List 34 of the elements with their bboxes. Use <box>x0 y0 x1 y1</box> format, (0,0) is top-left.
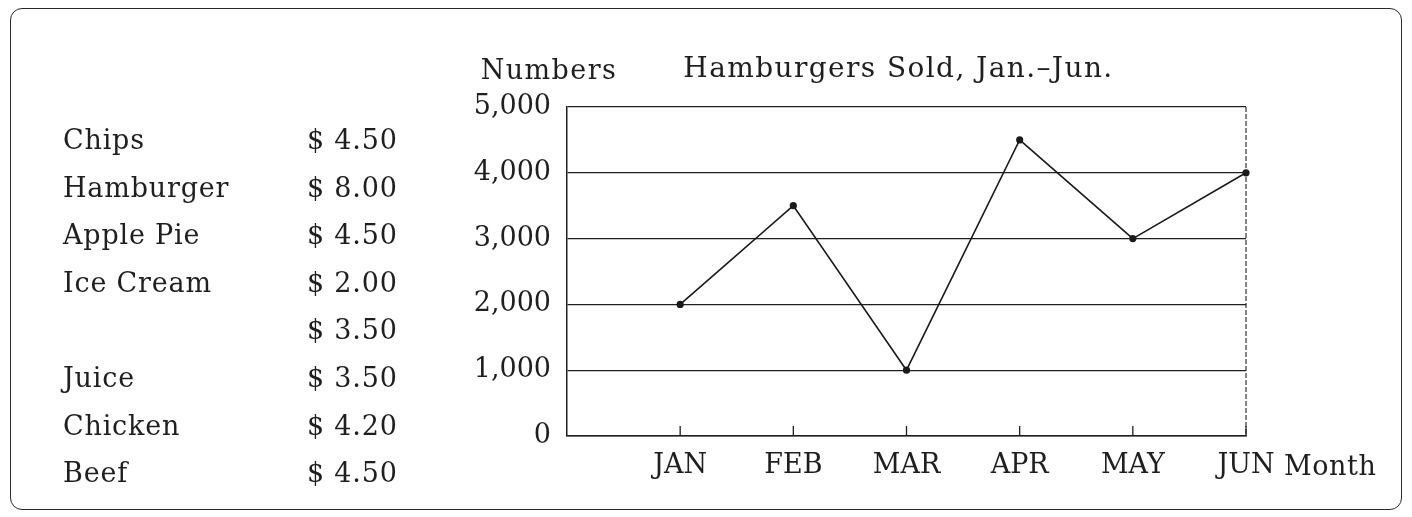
x-tick-label: FEB <box>764 448 823 480</box>
x-tick-label: APR <box>989 448 1050 480</box>
y-tick-label: 3,000 <box>473 220 551 252</box>
text: $ 4.50 <box>307 124 398 155</box>
category-label: Ice Cream <box>63 265 212 300</box>
text: $ 4.50 <box>307 219 398 251</box>
category-label: Chicken <box>63 408 181 443</box>
text: $ 8.00 <box>307 171 398 203</box>
y-tick-label: 2,000 <box>473 286 551 318</box>
chart-title: Hamburgers Sold, Jan.–Jun. <box>683 51 1114 84</box>
text: $ 3.50 <box>307 361 398 393</box>
point <box>1016 136 1024 144</box>
category-label: Beef <box>63 456 128 491</box>
text: $ 4.50 <box>307 457 398 489</box>
text: $ 2.00 <box>307 266 398 298</box>
y-tick-label: 4,000 <box>473 154 551 186</box>
y-tick-label: 5,000 <box>473 89 551 121</box>
category-label: Hamburger <box>63 170 230 205</box>
point <box>1129 235 1137 243</box>
x-tick-label: JAN <box>650 448 708 480</box>
y-tick-label: 1,000 <box>473 352 551 384</box>
y-tick-label: 0 <box>533 418 551 450</box>
x-tick-label: MAY <box>1100 448 1166 480</box>
point <box>676 300 684 308</box>
x-tick-label: MAR <box>872 448 941 480</box>
category-label: Chips <box>63 123 145 157</box>
point <box>902 366 911 374</box>
x-axis-title: Month <box>1284 450 1377 482</box>
point <box>789 202 797 210</box>
category-label: Apple Pie <box>63 218 201 253</box>
text: $ 4.20 <box>307 409 398 441</box>
x-tick-label: JUN <box>1214 448 1275 480</box>
text: $ 3.50 <box>307 314 398 346</box>
y-axis-title: Numbers <box>480 54 618 85</box>
